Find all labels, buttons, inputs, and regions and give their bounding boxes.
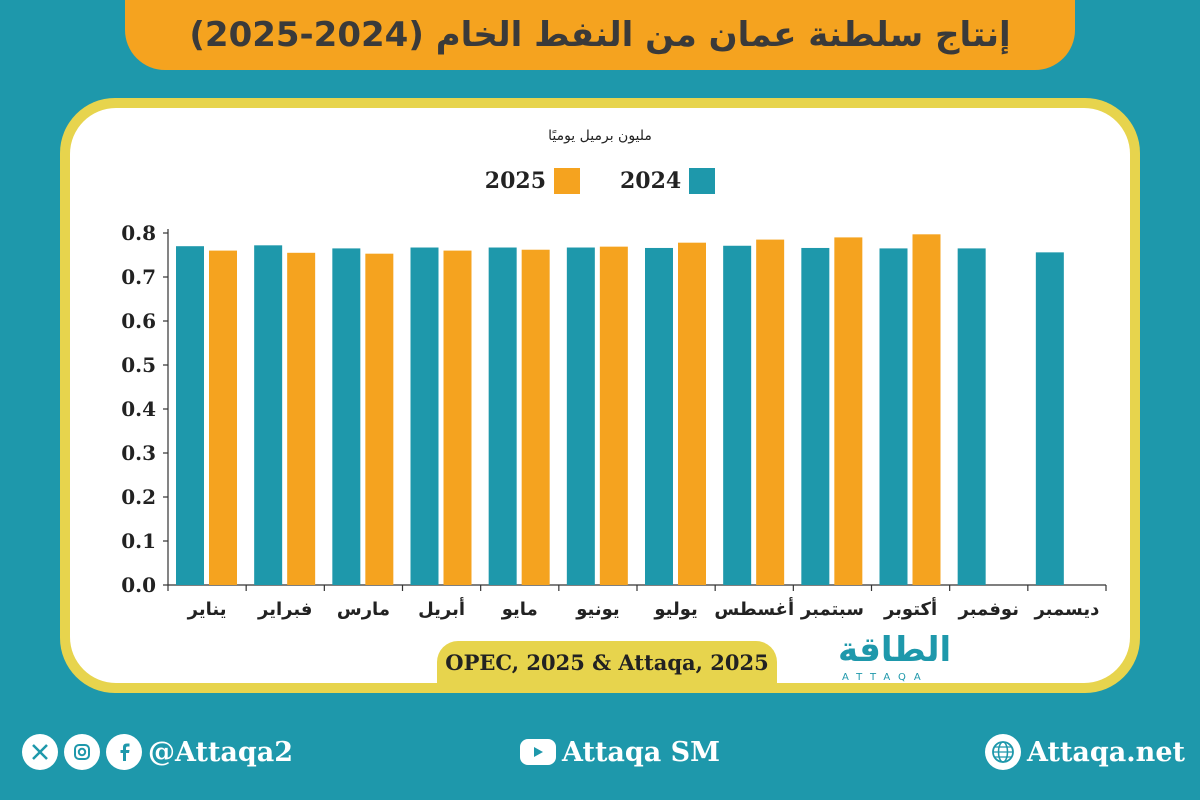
bar-2025 [599, 246, 628, 585]
bar-chart: 0.0 0.1 0.2 0.3 0.4 0.5 0.6 0.7 0.8 يناير فبراير ما… [121, 221, 1107, 620]
bar-2025 [678, 242, 706, 585]
bar-2024 [566, 247, 595, 585]
y-tick-label: 0.6 [121, 309, 156, 333]
youtube-icon[interactable] [520, 739, 556, 765]
bar-2024 [1035, 252, 1064, 586]
youtube-group: Attaqa SM [520, 730, 720, 774]
x-tick-label: فبراير [257, 599, 312, 620]
bar-2024 [332, 248, 361, 585]
x-tick-label: سبتمبر [800, 599, 864, 620]
x-tick-label: مارس [337, 599, 390, 620]
bar-2024 [176, 246, 204, 585]
y-tick-label: 0.7 [121, 265, 156, 289]
chart-card: مليون برميل يوميًا 2025 2024 0.0 0.1 0.2 0.… [70, 108, 1130, 683]
x-tick-label: أبريل [418, 597, 465, 620]
y-tick-label: 0.2 [121, 485, 156, 509]
legend-label-2024: 2024 [620, 168, 682, 194]
y-tick-label: 0.0 [121, 573, 156, 597]
y-tick-label: 0.8 [121, 221, 156, 245]
logo-text: الطاقة [838, 630, 952, 670]
chart-title: إنتاج سلطنة عمان من النفط الخام (2024-20… [189, 15, 1011, 55]
y-tick-label: 0.1 [121, 529, 156, 553]
legend-swatch-2024 [689, 168, 716, 194]
attaqa-logo: الطاقة ATTAQA [838, 628, 968, 683]
bar-2025 [521, 249, 550, 585]
y-tick-label: 0.3 [121, 441, 156, 465]
instagram-icon[interactable] [64, 734, 100, 770]
legend-swatch-2025 [554, 168, 580, 194]
x-tick-label: نوفمبر [958, 599, 1019, 620]
youtube-channel[interactable]: Attaqa SM [562, 736, 721, 768]
y-tick-label: 0.5 [121, 353, 156, 377]
x-tick-label: أغسطس [714, 597, 794, 620]
bar-2024 [410, 247, 439, 585]
bar-2024 [879, 248, 908, 585]
legend-label-2025: 2025 [484, 168, 546, 194]
x-tick-label: يونيو [575, 599, 619, 620]
x-tick-label: أكتوبر [883, 597, 937, 620]
facebook-icon[interactable] [106, 734, 142, 770]
bar-2024 [488, 247, 517, 585]
x-tick-label: يوليو [653, 599, 697, 620]
footer: @Attaqa2 Attaqa SM Attaqa.net [0, 730, 1200, 780]
bar-2025 [287, 252, 316, 586]
x-icon[interactable] [22, 734, 58, 770]
website-link[interactable]: Attaqa.net [1027, 736, 1185, 768]
social-handle[interactable]: @Attaqa2 [148, 736, 294, 768]
y-tick-label: 0.4 [121, 397, 156, 421]
x-tick-label: يناير [187, 599, 227, 620]
bar-2024 [801, 247, 830, 585]
chart-frame: مليون برميل يوميًا 2025 2024 0.0 0.1 0.2 0.… [60, 98, 1140, 693]
bar-2025 [365, 253, 394, 585]
bar-2025 [912, 234, 941, 585]
legend: 2025 2024 [70, 168, 1130, 194]
social-group: @Attaqa2 [22, 730, 293, 774]
bar-2025 [756, 239, 785, 585]
logo-subtext: ATTAQA [842, 672, 929, 683]
website-group: Attaqa.net [985, 730, 1185, 774]
bar-2024 [723, 245, 752, 585]
legend-item-2024: 2024 [620, 168, 716, 194]
bar-2024 [645, 247, 673, 585]
x-tick-label: ديسمبر [1033, 599, 1099, 620]
bar-2024 [957, 248, 986, 585]
unit-label: مليون برميل يوميًا [548, 128, 652, 144]
legend-item-2025: 2025 [485, 168, 580, 194]
title-banner: إنتاج سلطنة عمان من النفط الخام (2024-20… [125, 0, 1075, 70]
x-tick-label: مايو [501, 599, 538, 620]
bar-2025 [443, 250, 472, 585]
bar-2025 [209, 250, 237, 585]
bar-2025 [834, 237, 863, 585]
bar-2024 [254, 245, 283, 585]
globe-icon[interactable] [985, 734, 1021, 770]
source-label: OPEC, 2025 & Attaqa, 2025 [437, 641, 777, 683]
